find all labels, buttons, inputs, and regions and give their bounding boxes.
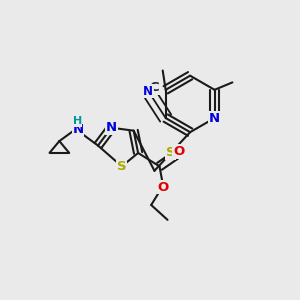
Text: O: O (173, 145, 184, 158)
Text: N: N (143, 85, 153, 98)
Text: S: S (117, 160, 127, 173)
Text: N: N (73, 123, 84, 136)
Text: C: C (150, 81, 160, 94)
Text: S: S (166, 146, 175, 160)
Text: O: O (158, 181, 169, 194)
Text: H: H (73, 116, 82, 126)
Text: N: N (106, 121, 117, 134)
Text: N: N (209, 112, 220, 124)
